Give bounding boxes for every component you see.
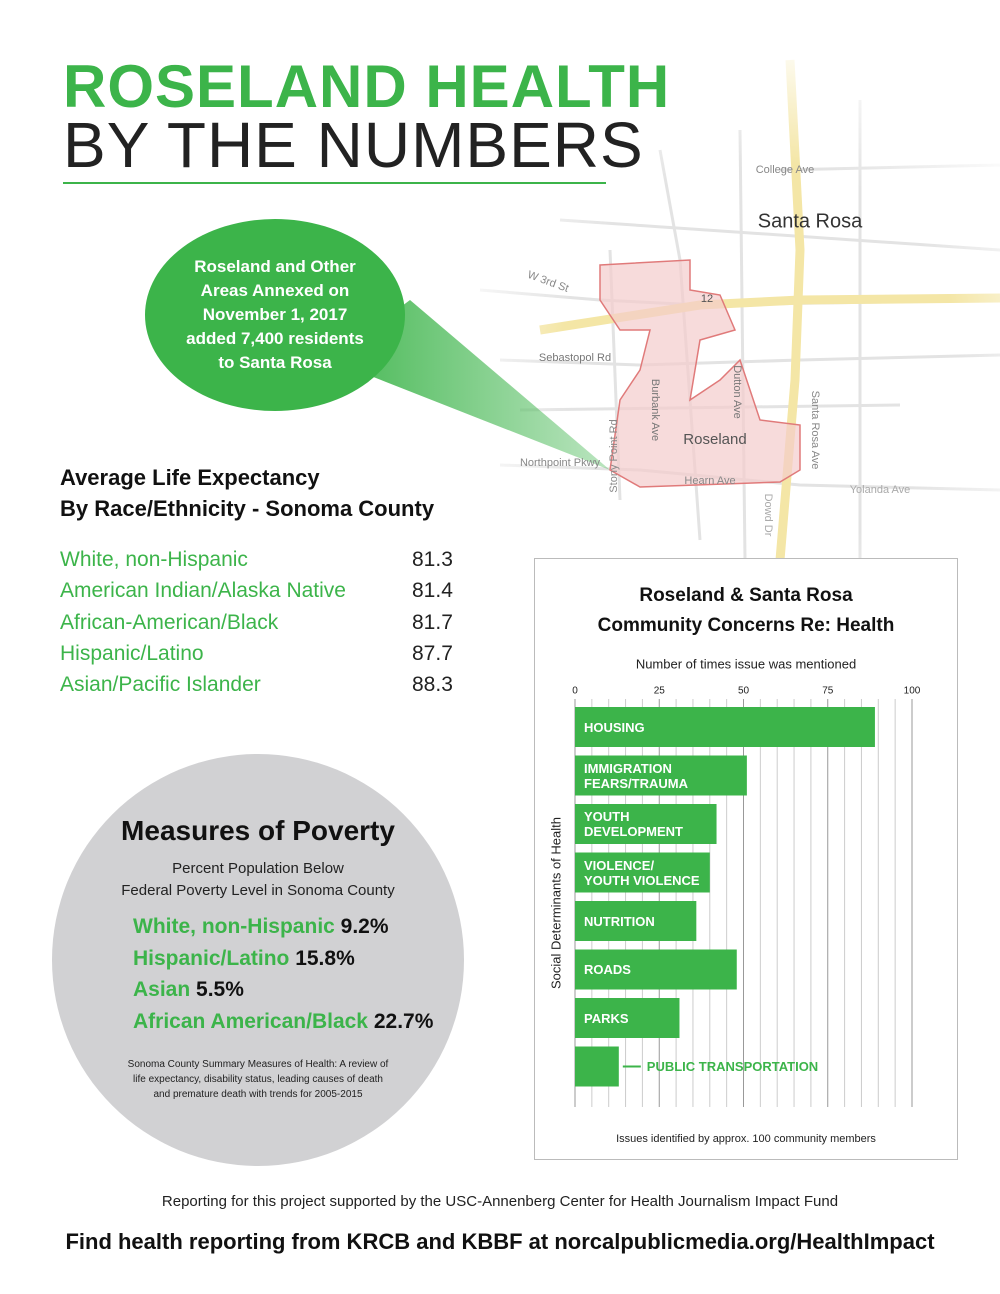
credit: Reporting for this project supported by … [161, 1193, 839, 1210]
map-label: 12 [701, 293, 713, 305]
chart-title: Roseland & Santa Rosa Community Concerns… [597, 585, 895, 636]
map-label: Yolanda Ave [850, 484, 911, 496]
bar [575, 1046, 619, 1087]
bar [575, 949, 737, 990]
row-label: White, non-Hispanic [60, 548, 248, 571]
bar [575, 998, 680, 1038]
row-value: 87.7 [412, 641, 453, 665]
row-value: 81.4 [412, 579, 453, 603]
poverty-value: 9.2% [340, 915, 389, 938]
map-label: Northpoint Pkwy [520, 457, 601, 469]
bar [575, 901, 697, 941]
y-axis-title: Social Determinants of Health [548, 817, 563, 989]
bar [575, 804, 717, 844]
map-label: Hearn Ave [684, 475, 735, 487]
map-label: Santa Rosa Ave [809, 391, 821, 470]
poverty-row: Hispanic/Latino 15.8% [133, 947, 355, 971]
poverty-row: African American/Black 22.7% [133, 1010, 433, 1034]
map-label: College Ave [756, 164, 815, 176]
poverty-value: 22.7% [373, 1009, 434, 1033]
map-label: Dutton Ave [731, 365, 743, 419]
poverty-subtitle: Percent Population Below Federal Poverty… [121, 860, 395, 899]
footer-link: Find health reporting from KRCB and KBBF… [65, 1229, 935, 1254]
life-expectancy-title: Average Life Expectancy By Race/Ethnicit… [60, 465, 435, 521]
bar [575, 707, 875, 747]
row-label: African-American/Black [60, 610, 279, 634]
x-tick-label: 25 [654, 686, 666, 697]
bar-label: VIOLENCE/ YOUTH VIOLENCE [584, 857, 700, 888]
bar [575, 852, 710, 893]
bar-label: PARKS [584, 1010, 629, 1026]
poverty-source: Sonoma County Summary Measures of Health… [127, 1059, 389, 1100]
x-axis-title: Number of times issue was mentioned [636, 656, 856, 671]
callout-tail [330, 300, 610, 470]
poverty-group: African American/Black [133, 1009, 368, 1033]
x-tick-label: 75 [822, 686, 834, 697]
poverty-title: Measures of Poverty [121, 815, 395, 846]
row-value: 81.7 [412, 610, 453, 634]
map-label: Sebastopol Rd [539, 352, 611, 364]
subtitle: BY THE NUMBERS [63, 109, 644, 181]
callout-bubble [145, 219, 405, 411]
bar-label: YOUTH DEVELOPMENT [584, 809, 683, 839]
map-label: Roseland [683, 431, 746, 448]
bar-label: NUTRITION [584, 913, 655, 929]
row-label: Hispanic/Latino [60, 641, 204, 665]
title: ROSELAND HEALTH [63, 53, 671, 120]
poverty-value: 5.5% [196, 978, 244, 1001]
row-value: 88.3 [412, 673, 453, 697]
chart-box: Number of times issue was mentioned Socia… [534, 558, 958, 1160]
poverty-row: White, non-Hispanic 9.2% [133, 915, 389, 939]
chart-note: Issues identified by approx. 100 communi… [616, 1133, 876, 1145]
poverty-value: 15.8% [295, 946, 355, 970]
bar [575, 755, 747, 796]
row-label: American Indian/Alaska Native [60, 579, 346, 603]
poverty-group: White, non-Hispanic [133, 915, 335, 938]
poverty-circle-bg [52, 754, 464, 1166]
callout-text: Roseland and Other Areas Annexed on Nove… [186, 257, 364, 372]
bar-label: PUBLIC TRANSPORTATION [646, 1059, 819, 1074]
poverty-group: Asian [133, 978, 191, 1001]
map-label: Stony Point Rd [608, 419, 620, 492]
map-label: Dowd Dr [762, 494, 774, 537]
poverty-group: Hispanic/Latino [133, 946, 290, 970]
bar-label: ROADS [584, 962, 631, 977]
map-label: Santa Rosa [758, 210, 863, 232]
x-tick-label: 50 [738, 686, 750, 697]
title-rule [63, 182, 606, 184]
poverty-circle [52, 754, 464, 1166]
x-tick-label: 100 [904, 686, 921, 697]
bar-label: IMMIGRATION FEARS/TRAUMA [584, 760, 688, 791]
poverty-row: Asian 5.5% [133, 978, 244, 1002]
row-label: Asian/Pacific Islander [60, 673, 261, 697]
map-label: Burbank Ave [649, 379, 661, 441]
row-value: 81.3 [412, 548, 453, 571]
bar-label: HOUSING [584, 719, 645, 735]
chart: Number of times issue was mentioned Socia… [548, 656, 921, 1145]
x-tick-label: 0 [572, 686, 578, 697]
